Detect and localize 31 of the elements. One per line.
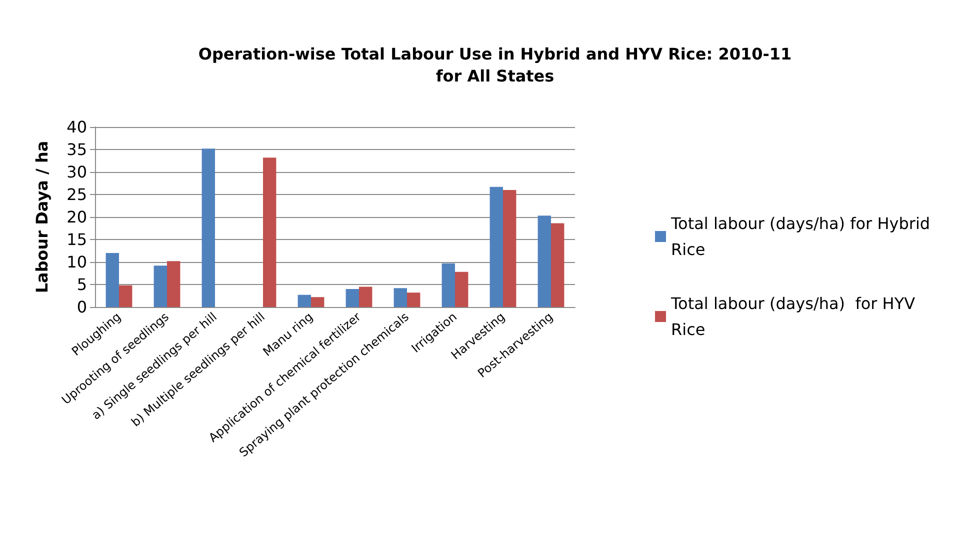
bar xyxy=(263,158,276,307)
y-tick-label: 40 xyxy=(66,118,87,136)
bar xyxy=(346,289,359,307)
y-tick-label: 20 xyxy=(66,208,87,226)
bar xyxy=(490,186,503,307)
y-tick-label: 35 xyxy=(66,140,87,159)
bar xyxy=(311,297,324,307)
bar xyxy=(167,261,180,307)
bar xyxy=(202,148,215,307)
y-tick-label: 5 xyxy=(76,275,87,294)
y-tick-label: 15 xyxy=(66,230,87,249)
legend-label: Total labour (days/ha) for Hybrid Rice xyxy=(670,214,936,259)
y-tick-label: 0 xyxy=(76,298,87,316)
bar xyxy=(106,253,119,307)
y-tick-label: 10 xyxy=(66,252,87,272)
bar xyxy=(359,286,372,307)
chart-title: Operation-wise Total Labour Use in Hybrid and HYV Rice: 2010-11 for All States xyxy=(198,44,792,86)
y-tick-label: 30 xyxy=(66,162,87,182)
bar xyxy=(551,223,564,307)
bar xyxy=(154,266,167,307)
bar xyxy=(442,263,455,307)
bar xyxy=(394,288,407,307)
bar xyxy=(119,285,132,307)
bar xyxy=(538,216,551,307)
y-axis-title: Labour Daya / ha xyxy=(32,140,52,294)
bar xyxy=(407,292,420,307)
y-tick-label: 25 xyxy=(66,185,87,204)
bar xyxy=(455,272,468,307)
bar xyxy=(298,294,311,307)
legend-label: Total labour (days/ha) for HYV Rice xyxy=(670,294,920,339)
bar xyxy=(503,190,516,307)
